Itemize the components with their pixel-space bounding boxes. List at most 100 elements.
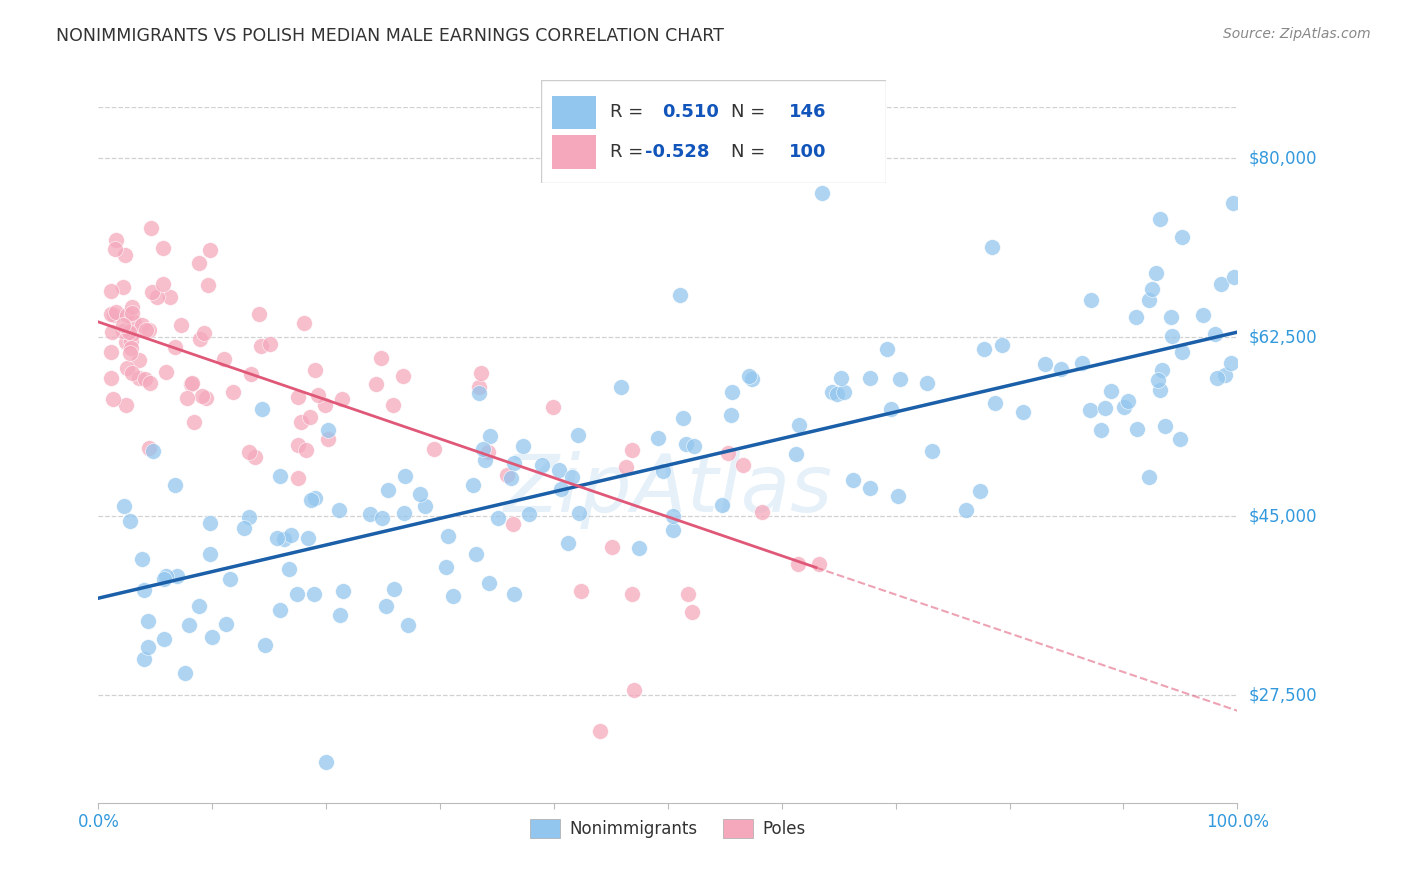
Text: ZipAtlas: ZipAtlas <box>503 450 832 529</box>
Point <box>180 377 202 392</box>
Text: R =: R = <box>610 143 650 161</box>
Point <box>1215 368 1237 382</box>
Point <box>808 558 831 572</box>
Point <box>830 371 852 385</box>
Point <box>468 385 491 400</box>
Point <box>287 437 309 451</box>
Point <box>194 391 217 405</box>
Point <box>751 505 773 519</box>
Point <box>152 241 174 255</box>
Point <box>329 607 352 622</box>
Point <box>112 279 135 293</box>
Point <box>662 523 685 537</box>
Point <box>112 318 135 333</box>
Point <box>1144 266 1167 280</box>
Point <box>627 541 650 556</box>
Point <box>121 306 143 320</box>
Point <box>177 618 200 632</box>
Point <box>170 318 193 332</box>
Point <box>359 507 381 521</box>
Point <box>371 510 394 524</box>
Point <box>118 514 141 528</box>
Point <box>315 755 337 769</box>
Point <box>190 389 212 403</box>
Point <box>253 638 276 652</box>
Point <box>1078 403 1101 417</box>
Point <box>394 469 416 483</box>
Point <box>531 458 554 472</box>
Point <box>1137 470 1160 484</box>
Point <box>465 547 488 561</box>
Point <box>304 491 326 505</box>
Point <box>1146 374 1168 388</box>
Point <box>146 290 169 304</box>
Point <box>721 384 744 399</box>
Point <box>101 392 124 406</box>
Point <box>647 431 669 445</box>
Point <box>381 398 404 412</box>
Point <box>139 376 162 390</box>
Point <box>1171 229 1194 244</box>
Point <box>955 503 977 517</box>
Point <box>292 316 315 330</box>
Point <box>287 391 309 405</box>
Point <box>259 337 281 351</box>
Point <box>285 586 308 600</box>
Point <box>477 444 499 458</box>
Point <box>503 456 526 470</box>
Point <box>441 590 464 604</box>
Point <box>193 326 215 340</box>
Point <box>614 459 637 474</box>
Point <box>176 391 198 405</box>
Point <box>876 342 898 356</box>
Point <box>138 323 160 337</box>
Point <box>1161 329 1184 343</box>
Point <box>1090 423 1112 437</box>
Point <box>299 493 322 508</box>
Point <box>495 468 517 483</box>
Point <box>1116 394 1139 409</box>
Point <box>887 489 910 503</box>
Point <box>212 351 235 366</box>
Point <box>278 561 301 575</box>
Point <box>1192 308 1215 322</box>
Point <box>623 683 645 698</box>
Point <box>250 338 273 352</box>
Point <box>187 599 209 613</box>
Point <box>969 484 991 499</box>
Point <box>571 584 593 599</box>
Point <box>1223 269 1246 284</box>
Point <box>183 415 205 429</box>
Point <box>250 401 273 416</box>
Point <box>118 346 141 360</box>
Point <box>101 325 124 339</box>
Point <box>287 470 309 484</box>
Point <box>134 652 156 666</box>
Point <box>118 325 141 339</box>
Point <box>787 418 810 433</box>
Point <box>128 371 150 385</box>
Point <box>247 306 270 320</box>
Point <box>197 278 219 293</box>
Point <box>131 552 153 566</box>
Point <box>221 384 243 399</box>
Point <box>153 572 176 586</box>
Point <box>269 468 291 483</box>
Text: N =: N = <box>731 143 770 161</box>
Point <box>880 402 903 417</box>
Point <box>187 255 209 269</box>
Point <box>472 442 495 457</box>
Point <box>468 379 491 393</box>
Point <box>501 471 523 485</box>
Point <box>138 441 160 455</box>
Point <box>434 560 457 574</box>
Point <box>717 446 740 460</box>
Point <box>120 341 142 355</box>
Point <box>413 500 436 514</box>
Point <box>785 448 807 462</box>
FancyBboxPatch shape <box>541 80 886 183</box>
Text: $62,500: $62,500 <box>1249 328 1317 346</box>
Point <box>1114 401 1136 415</box>
Point <box>1094 401 1116 415</box>
Point <box>973 343 995 357</box>
